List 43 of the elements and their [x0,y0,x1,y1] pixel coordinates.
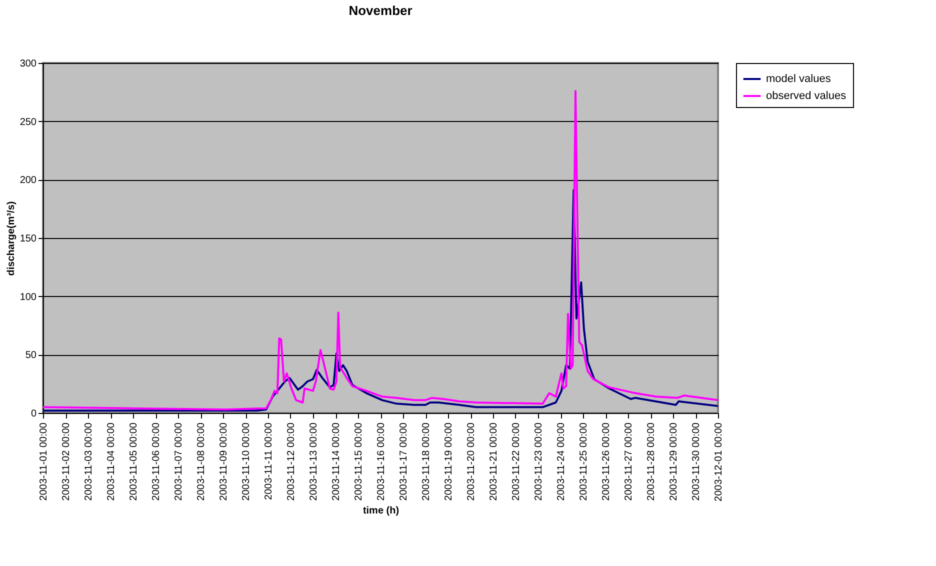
x-tick-label: 2003-11-24 00:00 [556,422,567,501]
x-tick-label: 2003-11-28 00:00 [646,422,657,501]
y-tick-label: 150 [20,234,37,244]
x-tick-label: 2003-11-13 00:00 [308,422,320,501]
x-tick-label: 2003-11-12 00:00 [286,422,297,501]
x-tick-label: 2003-11-07 00:00 [174,422,184,501]
x-tick-label: 2003-11-11 00:00 [264,422,274,500]
x-tick-label: 2003-12-01 00:00 [714,422,724,502]
x-tick-label: 2003-11-22 00:00 [511,422,522,501]
x-tick-label: 2003-11-08 00:00 [196,422,207,501]
x-tick-label: 2003-11-26 00:00 [601,422,612,501]
y-tick-label: 50 [25,350,37,362]
x-tick-label: 2003-11-23 00:00 [534,422,544,501]
x-axis-title: time (h) [362,505,400,516]
x-tick-label: 2003-11-14 00:00 [331,422,342,501]
y-tick-label: 200 [20,175,37,186]
y-tick-label: 250 [20,116,37,128]
x-tick-label: 2003-11-05 00:00 [128,422,140,501]
x-tick-label: 2003-11-17 00:00 [398,422,410,501]
x-tick-label: 2003-11-02 00:00 [61,422,72,501]
x-tick-label: 2003-11-06 00:00 [151,422,162,501]
legend-label: model values [766,73,832,85]
x-tick-label: 2003-11-30 00:00 [691,422,702,501]
x-tick-label: 2003-11-25 00:00 [578,422,590,501]
x-tick-label: 2003-11-03 00:00 [84,422,94,501]
x-tick-label: 2003-11-01 00:00 [38,422,50,501]
x-tick-label: 2003-11-16 00:00 [376,422,387,501]
x-tick-label: 2003-11-18 00:00 [421,422,432,501]
x-tick-label: 2003-11-21 00:00 [488,422,500,501]
x-tick-label: 2003-11-29 00:00 [668,422,680,501]
y-tick-label: 0 [30,408,37,420]
x-tick-label: 2003-11-15 00:00 [354,422,364,501]
y-axis-title: discharge(m³/s) [6,201,17,276]
x-tick-label: 2003-11-10 00:00 [241,422,252,501]
x-tick-label: 2003-11-04 00:00 [106,422,117,501]
x-tick-label: 2003-11-20 00:00 [466,422,477,501]
y-tick-label: 300 [20,58,37,70]
x-tick-label: 2003-11-27 00:00 [624,422,634,501]
chart-title: November [348,3,412,18]
x-tick-label: 2003-11-09 00:00 [218,422,230,501]
x-tick-label: 2003-11-19 00:00 [444,422,454,501]
legend-label: observed values [766,90,847,102]
y-tick-label: 100 [20,292,37,303]
